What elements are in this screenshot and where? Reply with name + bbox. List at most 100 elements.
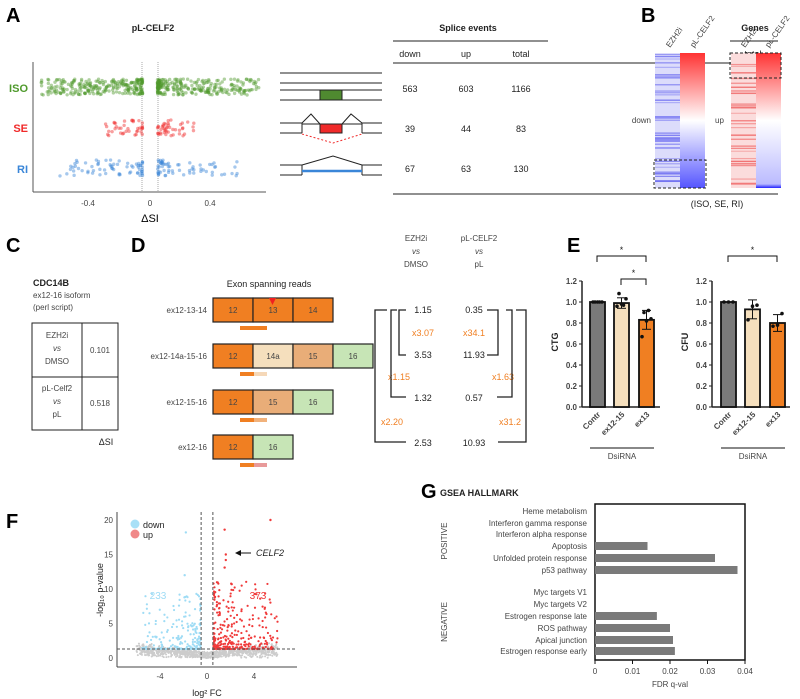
data-point: [155, 80, 160, 85]
data-point-ns: [182, 651, 185, 654]
data-point: [113, 80, 117, 85]
data-point-up: [213, 608, 216, 611]
data-point: [91, 87, 96, 91]
data-point: [98, 81, 102, 85]
data-point-up: [276, 620, 279, 623]
y-tick-label: 5: [109, 620, 114, 629]
data-point-up: [253, 606, 257, 609]
data-point-up: [232, 588, 235, 592]
data-point-up: [237, 640, 240, 643]
heatmap-row: [655, 139, 680, 141]
data-point-down: [184, 599, 187, 602]
data-point-down: [184, 531, 188, 534]
data-point: [207, 79, 211, 83]
data-point: [79, 89, 83, 93]
data-point-ns: [206, 656, 209, 659]
data-point: [55, 84, 59, 89]
data-point: [139, 77, 143, 81]
data-point: [92, 84, 96, 88]
data-point: [126, 83, 131, 87]
data-point: [140, 81, 145, 85]
category-label: Apical junction: [535, 636, 587, 645]
data-point: [157, 77, 161, 82]
heatmap-row: [655, 90, 680, 92]
data-point-ns: [217, 652, 220, 655]
data-point: [177, 128, 182, 132]
data-point-up: [253, 635, 256, 638]
data-point: [163, 90, 167, 95]
data-point: [206, 86, 211, 90]
data-point-ns: [167, 649, 170, 652]
data-point: [138, 88, 142, 92]
category-label: Heme metabolism: [523, 507, 588, 516]
heatmap-row: [655, 132, 680, 134]
data-point: [140, 121, 145, 125]
isoform-label: ex12-16: [178, 443, 207, 452]
category-label: Estrogen response early: [500, 647, 587, 656]
data-point: [166, 164, 171, 169]
data-point: [65, 93, 69, 97]
data-point: [72, 173, 76, 178]
data-point-down: [154, 647, 157, 650]
data-point: [215, 78, 219, 83]
data-point: [60, 81, 65, 86]
data-point-ns: [152, 652, 155, 655]
x-axis-label: ΔSI: [141, 213, 159, 225]
read-bar: [240, 326, 254, 330]
data-point: [166, 83, 171, 88]
data-point: [246, 88, 251, 92]
heatmap-row: [655, 137, 680, 139]
data-point-down: [164, 647, 168, 651]
data-point: [46, 86, 51, 90]
exon-number: 16: [309, 398, 318, 407]
data-point: [122, 119, 127, 123]
data-point: [176, 163, 180, 167]
legend-swatch-down: [130, 519, 140, 529]
data-point: [173, 77, 177, 82]
data-point-up: [232, 606, 236, 609]
data-point: [134, 86, 139, 90]
data-point: [199, 167, 203, 171]
comparison-a: EZH2i: [46, 331, 68, 340]
data-point: [242, 89, 246, 93]
data-point: [230, 87, 235, 91]
exon-number: 12: [229, 443, 238, 452]
data-point-ns: [221, 649, 224, 652]
data-point: [121, 79, 125, 83]
data-point: [166, 161, 171, 166]
data-point: [110, 166, 114, 170]
data-point: [134, 86, 139, 91]
data-point: [178, 80, 183, 84]
data-point-ns: [165, 656, 168, 659]
data-point: [155, 77, 160, 82]
data-point-ns: [191, 656, 194, 659]
data-point: [195, 83, 199, 88]
data-point: [207, 89, 211, 93]
data-point: [159, 84, 163, 88]
data-point: [94, 84, 99, 88]
data-point-ns: [252, 652, 255, 655]
data-point-up: [269, 634, 272, 637]
data-point-up: [219, 626, 222, 629]
data-point: [239, 80, 243, 84]
data-point-down: [189, 645, 192, 648]
data-point-ns: [247, 654, 250, 657]
data-point: [229, 77, 233, 82]
x-tick-label: ex12-15: [730, 410, 758, 438]
data-point-up: [246, 604, 249, 607]
data-point: [104, 88, 108, 93]
data-point: [181, 90, 185, 95]
data-point: [89, 87, 93, 91]
data-point-down: [145, 640, 149, 644]
panel-label-a: A: [6, 5, 20, 27]
data-point-ns: [146, 651, 149, 654]
data-point-ns: [264, 652, 267, 655]
data-point: [116, 79, 121, 84]
data-point-up: [261, 619, 264, 623]
data-point: [107, 84, 112, 88]
data-point: [176, 93, 180, 97]
data-point: [243, 89, 247, 93]
data-point: [179, 81, 184, 86]
data-point-down: [198, 623, 201, 626]
data-point: [49, 86, 54, 90]
